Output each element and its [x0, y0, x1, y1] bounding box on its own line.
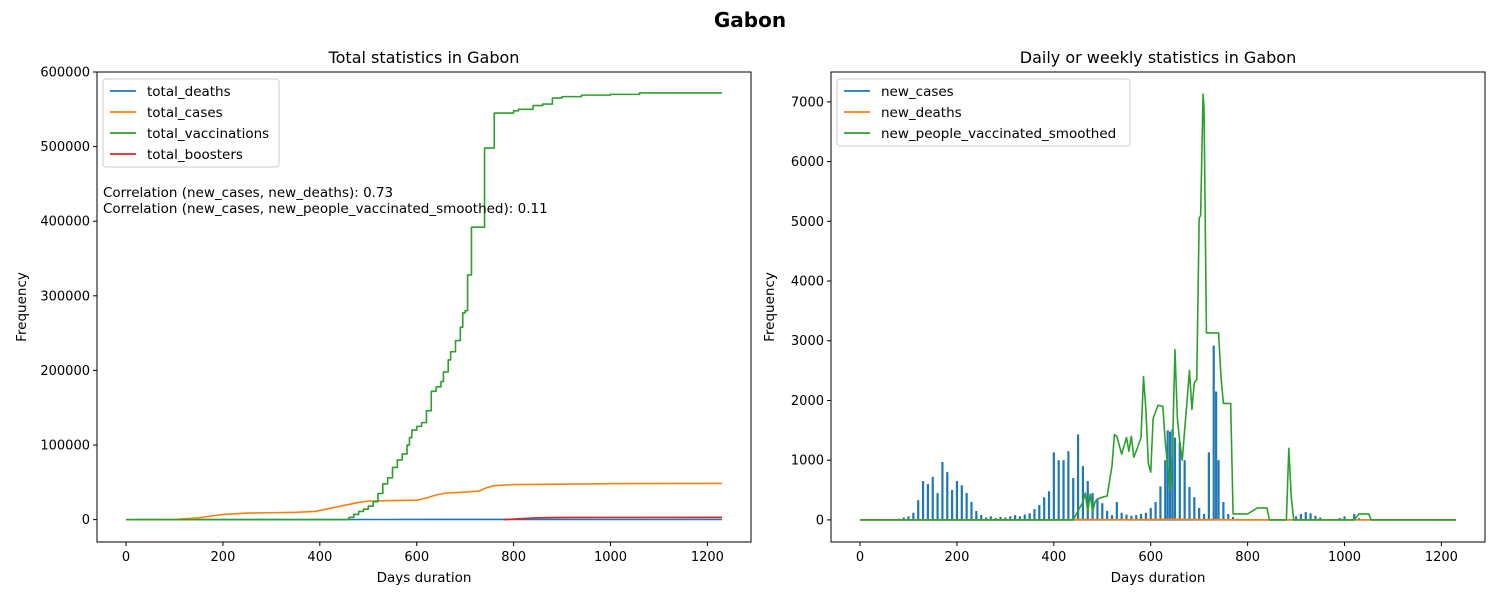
- tick-group: 0 200 400 600 800 1000 1200 0 1000 2000 3000 4000 50…: [791, 95, 1458, 565]
- x-tick-label: 1000: [1328, 550, 1361, 565]
- y-tick-label: 500000: [40, 140, 90, 155]
- x-tick-label: 600: [404, 550, 429, 565]
- x-tick-label: 0: [856, 550, 864, 565]
- y-tick-label: 2000: [791, 394, 824, 409]
- series-total-cases: [126, 482, 722, 521]
- plot-frame: [830, 71, 1486, 543]
- legend-entry: new_people_vaccinated_smoothed: [881, 126, 1116, 142]
- x-tick-label: 400: [307, 550, 332, 565]
- x-tick-label: 1000: [594, 550, 627, 565]
- legend-entry: new_cases: [881, 84, 954, 100]
- legend-entry: new_deaths: [881, 105, 962, 121]
- x-tick-label: 1200: [1425, 550, 1458, 565]
- x-axis-label: Days duration: [377, 570, 472, 586]
- series-total-boosters: [503, 516, 722, 521]
- series-total-vaccinations: [126, 92, 722, 521]
- plot-frame: [96, 71, 752, 543]
- y-tick-label: 300000: [40, 289, 90, 304]
- series-group: [860, 93, 1456, 521]
- x-tick-label: 600: [1138, 550, 1163, 565]
- axes-total-statistics: Total statistics in Gabon 0 200 400 600 800 1…: [14, 48, 752, 586]
- axes-daily-statistics: Daily or weekly statistics in Gabon 0 200…: [762, 48, 1486, 586]
- figure-suptitle: Gabon: [714, 8, 786, 32]
- series-new-people-vaccinated-smoothed: [860, 93, 1456, 521]
- x-tick-label: 800: [501, 550, 526, 565]
- series-group: [126, 92, 722, 521]
- legend-entry: total_deaths: [147, 84, 231, 100]
- y-axis-label: Frequency: [14, 272, 30, 342]
- legend-entry: total_cases: [147, 105, 223, 121]
- legend: total_deaths total_cases total_vaccination…: [102, 78, 280, 168]
- chart-title: Total statistics in Gabon: [328, 48, 520, 67]
- y-tick-label: 4000: [791, 275, 824, 290]
- y-tick-label: 7000: [791, 95, 824, 110]
- legend-entry: total_vaccinations: [147, 126, 269, 142]
- y-tick-label: 3000: [791, 334, 824, 349]
- annotation-correlation-vaccinated: Correlation (new_cases, new_people_vacci…: [103, 201, 548, 217]
- series-new-cases: [860, 345, 1456, 521]
- y-tick-label: 600000: [40, 66, 90, 81]
- x-tick-label: 200: [945, 550, 970, 565]
- legend: new_cases new_deaths new_people_vaccinated…: [836, 78, 1131, 147]
- y-axis-label: Frequency: [762, 272, 778, 342]
- chart-title: Daily or weekly statistics in Gabon: [1020, 48, 1296, 67]
- x-tick-label: 0: [122, 550, 130, 565]
- tick-group: 0 200 400 600 800 1000 1200 0 100000 200000 300000…: [40, 66, 724, 566]
- x-tick-label: 400: [1041, 550, 1066, 565]
- legend-box: [836, 78, 1131, 147]
- y-tick-label: 0: [82, 513, 90, 528]
- legend-box: [102, 78, 280, 168]
- x-tick-label: 1200: [691, 550, 724, 565]
- y-tick-label: 1000: [791, 454, 824, 469]
- x-tick-label: 800: [1235, 550, 1260, 565]
- legend-entry: total_boosters: [147, 147, 243, 163]
- y-tick-label: 6000: [791, 155, 824, 170]
- y-tick-label: 0: [816, 513, 824, 528]
- y-tick-label: 5000: [791, 215, 824, 230]
- y-tick-label: 200000: [40, 364, 90, 379]
- y-tick-label: 100000: [40, 439, 90, 454]
- x-axis-label: Days duration: [1111, 570, 1206, 586]
- x-tick-label: 200: [211, 550, 236, 565]
- y-tick-label: 400000: [40, 215, 90, 230]
- annotation-correlation-deaths: Correlation (new_cases, new_deaths): 0.7…: [103, 185, 393, 201]
